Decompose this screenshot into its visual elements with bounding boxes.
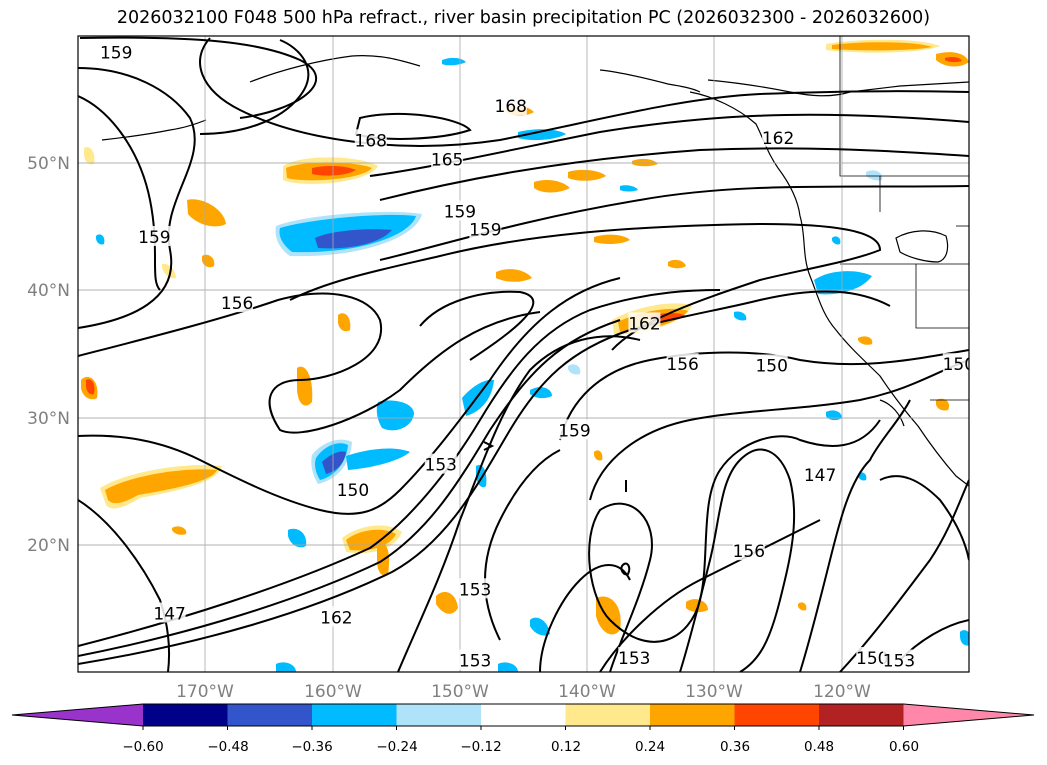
contour-label: 168 (355, 131, 387, 151)
contour-label: 162 (762, 129, 794, 149)
colorbar-swatch (143, 704, 228, 726)
gridlines (78, 36, 969, 672)
contour-label-bg (762, 126, 795, 147)
colorbar-tick-label: −0.60 (122, 739, 163, 755)
contour-label-bg (459, 578, 492, 599)
colorbar-swatch (481, 704, 566, 726)
colorbar-swatch (396, 704, 482, 726)
lat-label-20n: 20°N (27, 536, 70, 556)
colorbar-tick-label: −0.12 (460, 739, 501, 755)
contour-label: 153 (459, 652, 491, 672)
colorbar-extend-min (12, 704, 143, 726)
contour-label-bg (856, 647, 889, 668)
contour-label: 150 (755, 356, 787, 376)
contour-label: 162 (320, 608, 352, 628)
lat-label-40n: 40°N (27, 281, 70, 301)
contour-label-bg (882, 649, 915, 670)
contour-label: 153 (618, 649, 650, 669)
colorbar-tick-label: −0.48 (207, 739, 248, 755)
contour-label-bg (424, 453, 457, 474)
lat-label-30n: 30°N (27, 409, 70, 429)
contour-label: 165 (431, 150, 463, 170)
colorbar-tick-label: 0.48 (804, 739, 834, 755)
contour-label-bg (354, 129, 387, 150)
colorbar-tick-label: 0.24 (635, 739, 665, 755)
contour-label: 168 (495, 97, 527, 117)
lon-label-170w: 170°W (176, 682, 234, 702)
contour-label: 156 (733, 542, 765, 562)
colorbar-swatch (227, 704, 313, 726)
colorbar-tick-labels: −0.60 −0.48 −0.36 −0.24 −0.12 0.12 0.24 … (122, 739, 919, 755)
colorbar-swatch (565, 704, 651, 726)
contour-label-bg (732, 540, 765, 561)
colorbar-swatch (819, 704, 904, 726)
contour-label-bg (138, 225, 171, 246)
contour-label: 153 (425, 456, 457, 476)
contour-label: 150 (856, 649, 888, 669)
contour-label: 162 (628, 314, 660, 334)
contour-label-bg (628, 312, 661, 333)
contour-label: 150 (337, 481, 369, 501)
contour-label: 150 (943, 355, 975, 375)
lon-label-120w: 120°W (813, 682, 871, 702)
country-borders (839, 36, 969, 401)
contour-label-bg (469, 218, 502, 239)
contour-label: 147 (804, 466, 836, 486)
colorbar-tick-label: −0.36 (291, 739, 332, 755)
latitude-labels: 50°N 40°N 30°N 20°N (27, 154, 70, 556)
colorbar-tick-label: 0.12 (551, 739, 581, 755)
contour-label-bg (221, 292, 254, 313)
lon-label-130w: 130°W (685, 682, 743, 702)
colorbar-tick-label: 0.36 (720, 739, 750, 755)
lon-label-160w: 160°W (304, 682, 362, 702)
contour-label-bg (942, 353, 969, 374)
lat-label-50n: 50°N (27, 154, 70, 174)
contour-label-bg (618, 647, 651, 668)
contour-label: 156 (221, 294, 253, 314)
contour-label-bg (459, 649, 492, 670)
coastlines (101, 55, 969, 487)
colorbar-swatch (312, 704, 397, 726)
contour-label-bg (755, 354, 788, 375)
contour-label-bg (100, 41, 133, 62)
colorbar-swatch (734, 704, 820, 726)
contour-label-bg (804, 463, 837, 484)
longitude-labels: 170°W 160°W 150°W 140°W 130°W 120°W (176, 682, 871, 702)
lon-label-140w: 140°W (558, 682, 616, 702)
colorbar-tick-label: 0.60 (889, 739, 919, 755)
contour-label: 159 (558, 421, 590, 441)
colorbar (11, 703, 1035, 730)
colorbar-extend-max (903, 704, 1034, 726)
contour-label: 153 (883, 652, 915, 672)
contour-label: 159 (100, 44, 132, 64)
contour-label-bg (153, 602, 186, 623)
contour-label: 156 (666, 355, 698, 375)
figure-title: 2026032100 F048 500 hPa refract., river … (116, 8, 931, 28)
contour-label-bg (336, 479, 369, 500)
colorbar-swatch (650, 704, 735, 726)
colorbar-tick-label: −0.24 (376, 739, 417, 755)
contour-label-bg (666, 353, 699, 374)
contour-label: 159 (138, 228, 170, 248)
refractivity-contours (78, 36, 969, 672)
contour-label-bg (443, 200, 476, 221)
lon-label-150w: 150°W (431, 682, 489, 702)
contour-label: 159 (444, 203, 476, 223)
contour-label-bg (431, 148, 464, 169)
contour-label: 147 (153, 604, 185, 624)
contour-label-bg (320, 606, 353, 627)
contour-label-bg (558, 419, 591, 440)
contour-label-bg (494, 94, 527, 115)
contour-label: 153 (459, 580, 491, 600)
map-frame (77, 35, 970, 673)
contour-label: 159 (469, 220, 501, 240)
